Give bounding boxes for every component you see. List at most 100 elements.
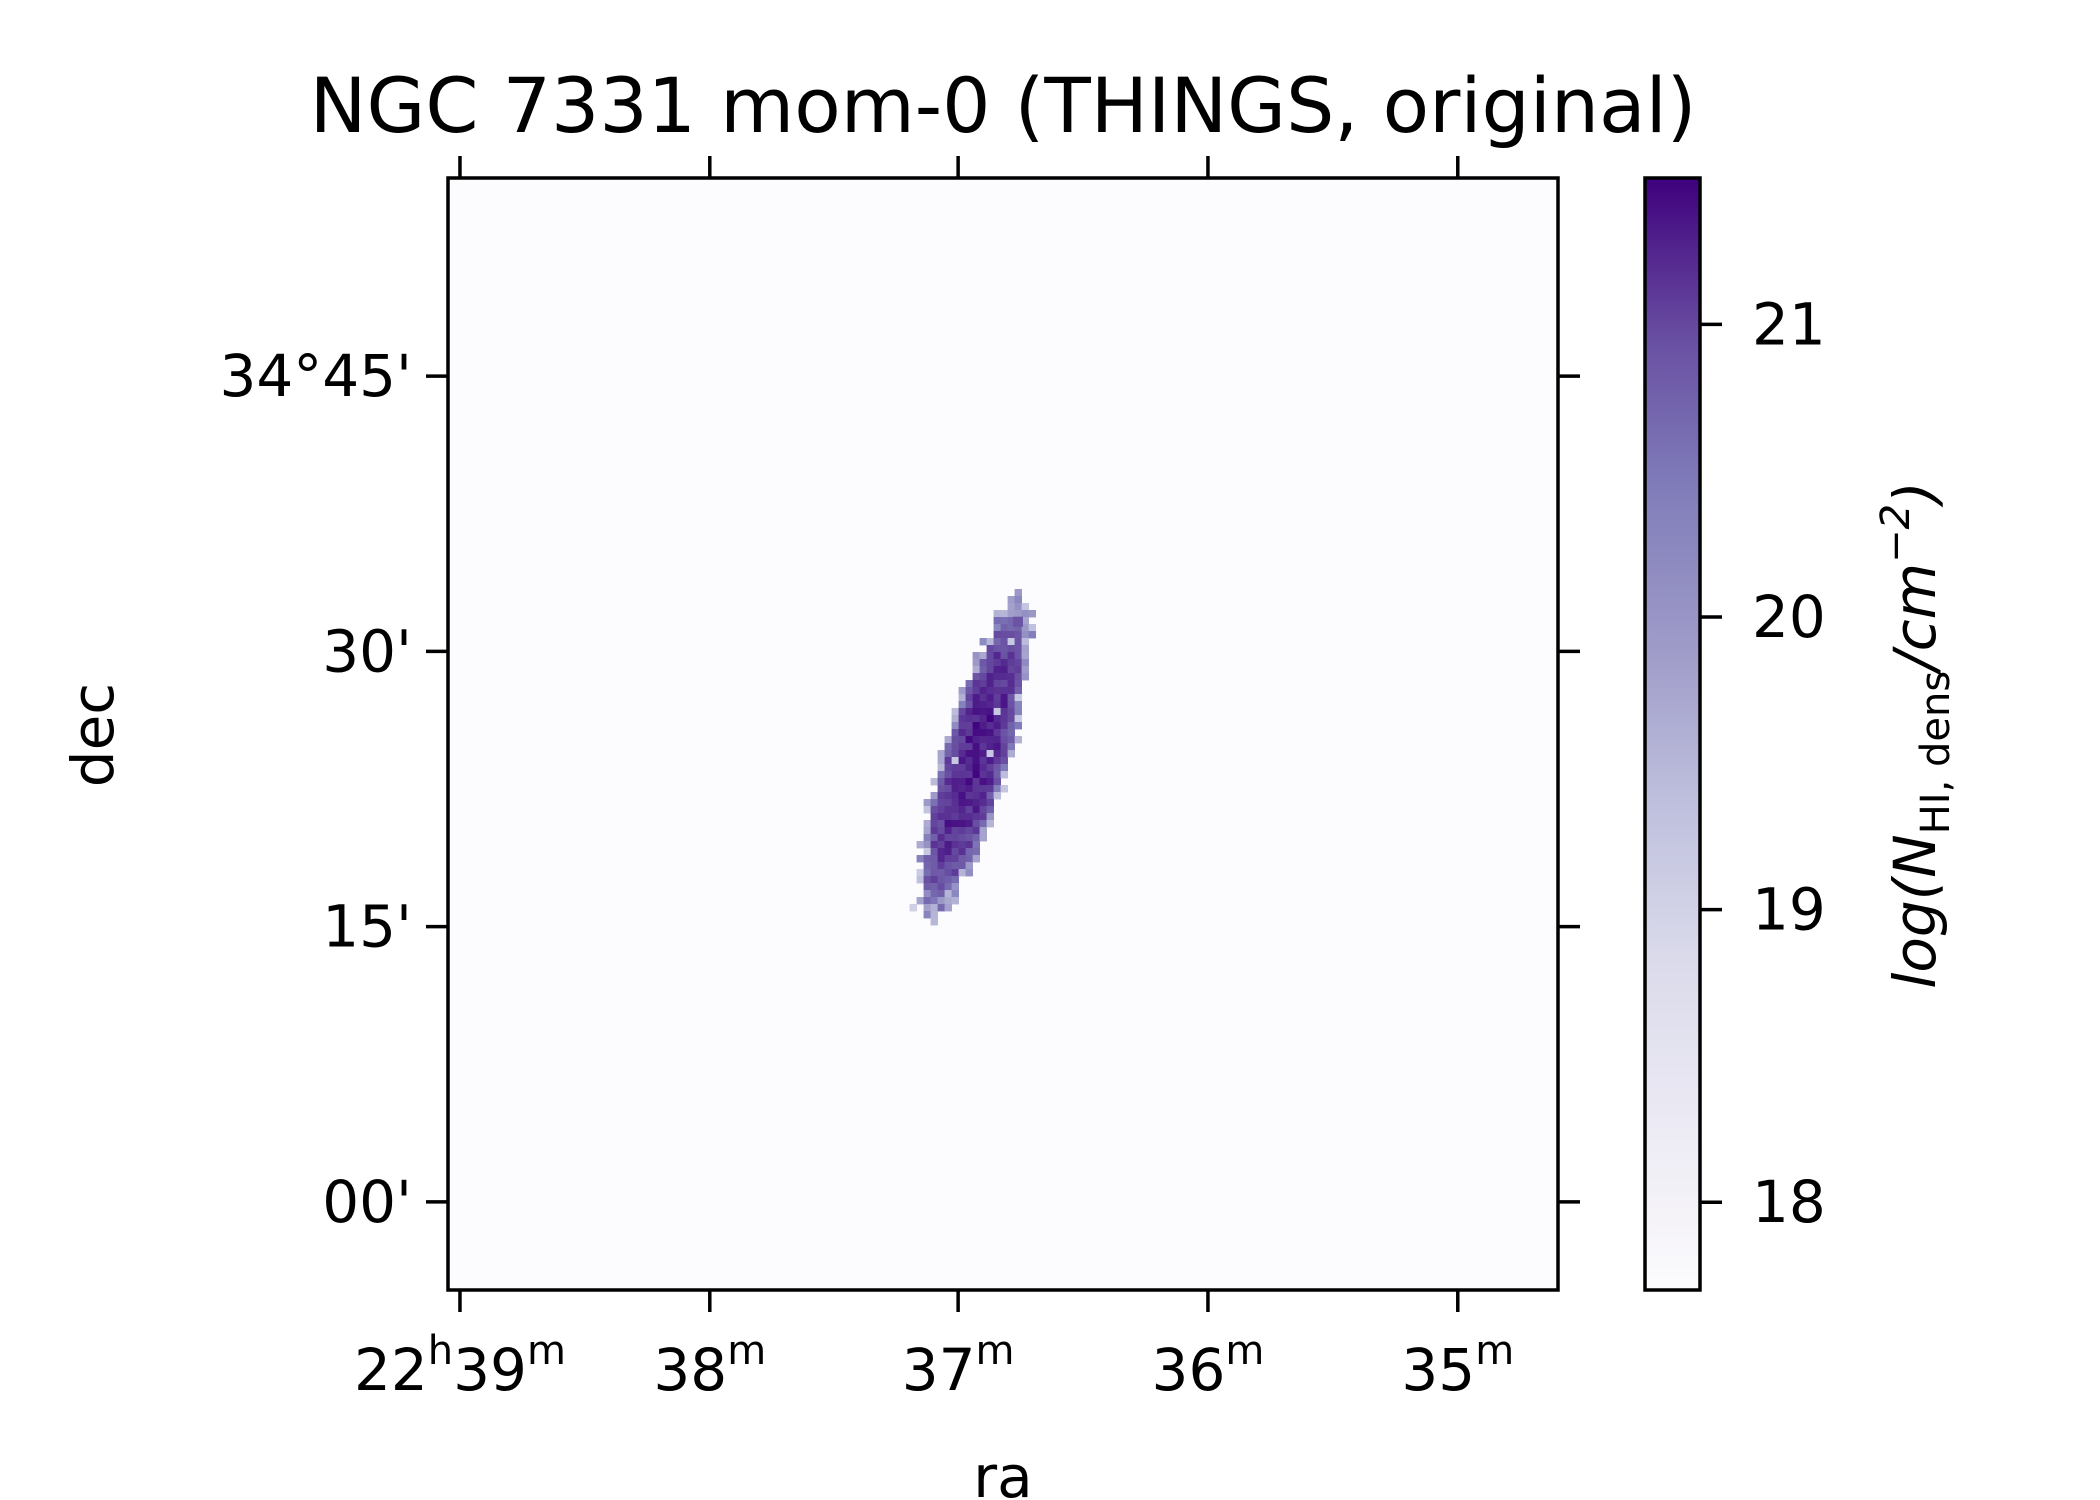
map-pixel [1000,715,1008,723]
companion-pixel [1012,616,1023,627]
map-pixel [965,680,973,688]
map-pixel [958,715,966,723]
map-pixel [986,785,994,793]
map-pixel [986,638,994,646]
map-pixel [923,834,931,842]
map-pixel [972,673,980,681]
map-pixel [937,897,945,905]
map-pixel [1007,743,1015,751]
map-pixel [1007,715,1015,723]
map-pixel [986,813,994,821]
map-pixel [944,813,952,821]
map-pixel [1007,722,1015,730]
map-pixel [958,792,966,800]
map-pixel [979,687,987,695]
map-pixel [923,911,931,919]
map-pixel [937,827,945,835]
map-pixel [1007,750,1015,758]
map-pixel [1000,729,1008,737]
map-pixel [986,715,994,723]
map-pixel [944,897,952,905]
map-pixel [930,778,938,786]
y-tick-label: 34°45' [219,342,412,410]
map-pixel [979,757,987,765]
colorbar-label-suffix: ) [1881,481,1949,508]
map-pixel [972,736,980,744]
map-pixel [979,834,987,842]
map-pixel [993,624,1001,632]
map-pixel [993,722,1001,730]
map-pixel [944,869,952,877]
map-pixel [965,757,973,765]
y-axis-ticks: 34°45' 30' 15' 00' [219,342,1580,1236]
map-pixel [958,708,966,716]
map-pixel [951,897,959,905]
x-axis-label: ra [973,1443,1032,1500]
map-pixel [972,799,980,807]
map-pixel [958,813,966,821]
map-pixel [944,736,952,744]
map-pixel [1000,771,1008,779]
map-pixel [944,834,952,842]
map-pixel [993,757,1001,765]
map-pixel [986,687,994,695]
map-pixel [1021,631,1029,639]
map-pixel [951,722,959,730]
map-pixel [979,743,987,751]
y-tick-label: 15' [322,893,412,961]
map-pixel [1014,603,1022,611]
map-pixel [965,715,973,723]
map-pixel [993,764,1001,772]
map-pixel [979,771,987,779]
x-axis-ticks: 22h39m 38m 37m 36m 35m [354,156,1514,1404]
map-pixel [1014,610,1022,618]
map-pixel [965,813,973,821]
map-pixel [1000,645,1008,653]
map-pixel [965,729,973,737]
map-pixel [944,806,952,814]
map-pixel [951,743,959,751]
map-pixel [1000,764,1008,772]
map-pixel [958,750,966,758]
map-pixel [965,785,973,793]
map-pixel [965,701,973,709]
map-pixel [972,820,980,828]
x-tick-label: 37m [902,1328,1015,1404]
map-pixel [986,701,994,709]
map-pixel [993,687,1001,695]
map-pixel [944,820,952,828]
map-pixel [1000,722,1008,730]
map-pixel [979,792,987,800]
map-pixel [1021,652,1029,660]
map-pixel [979,820,987,828]
map-pixel [986,743,994,751]
map-pixel [944,743,952,751]
map-pixel [958,855,966,863]
map-pixel [1014,722,1022,730]
map-pixel [986,820,994,828]
map-pixel [937,771,945,779]
map-pixel [1014,694,1022,702]
map-pixel [972,841,980,849]
map-pixel [937,904,945,912]
map-pixel [1014,659,1022,667]
map-pixel [958,729,966,737]
map-pixel [972,708,980,716]
map-pixel [993,708,1001,716]
map-pixel [958,687,966,695]
map-pixel [993,631,1001,639]
map-pixel [937,876,945,884]
map-pixel [965,778,973,786]
map-pixel [979,827,987,835]
map-pixel [1007,673,1015,681]
map-pixel [972,680,980,688]
map-pixel [979,729,987,737]
map-pixel [979,736,987,744]
map-pixel [965,862,973,870]
map-pixel [1007,638,1015,646]
map-pixel [972,785,980,793]
map-pixel [930,876,938,884]
map-pixel [965,764,973,772]
map-pixel [1000,631,1008,639]
map-pixel [979,722,987,730]
